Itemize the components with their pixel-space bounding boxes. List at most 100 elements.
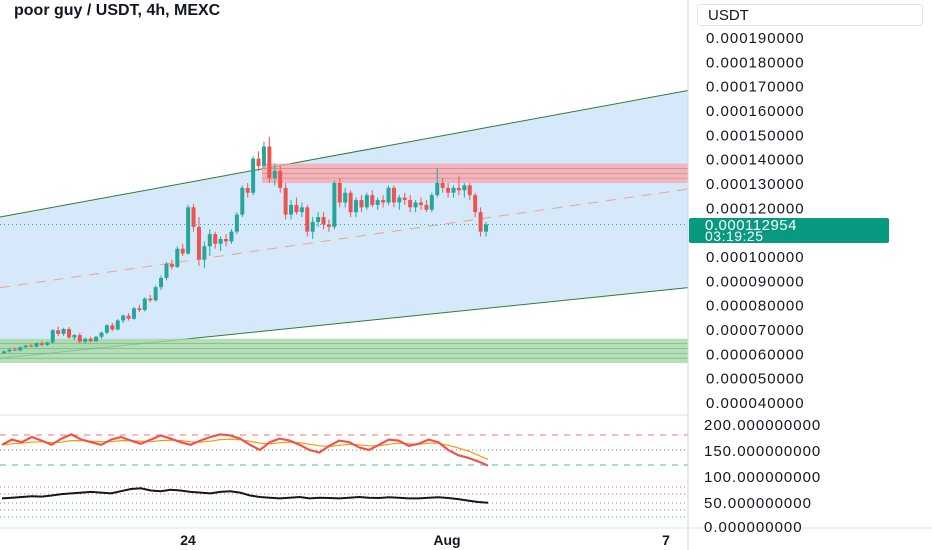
candle-body (99, 332, 104, 337)
candle-body (391, 187, 396, 203)
candle-body (348, 192, 353, 213)
candle-body (72, 335, 77, 338)
candle-body (196, 226, 201, 260)
price-tick-label: 0.000130000 (706, 176, 805, 193)
price-tick-label: 0.000180000 (706, 54, 805, 71)
candle-body (305, 207, 310, 232)
candle-body (56, 330, 61, 334)
price-tick-label: 0.000140000 (706, 152, 805, 169)
candle-body (354, 200, 359, 213)
indicator-tick-label: 100.000000000 (704, 469, 821, 486)
channel-upper-line (0, 90, 689, 218)
candle-body (402, 197, 407, 201)
time-tick-label: 7 (662, 532, 670, 548)
candlestick-series (0, 136, 688, 355)
candle-body (29, 345, 34, 347)
candle-body (39, 343, 44, 345)
candle-body (2, 351, 6, 354)
candle-body (440, 183, 445, 188)
candle-body (299, 207, 304, 213)
price-tick-label: 0.000090000 (706, 273, 805, 290)
candle-body (386, 187, 391, 203)
candle-body (186, 207, 191, 254)
candle-body (332, 183, 337, 227)
lower-indicator-line (1, 487, 489, 504)
chart-title: poor guy / USDT, 4h, MEXC (14, 2, 221, 19)
channel-midline (0, 188, 689, 289)
candle-body (467, 185, 472, 196)
candle-body (169, 263, 174, 267)
indicator-panes (0, 433, 688, 518)
candle-body (175, 248, 180, 267)
candle-body (142, 298, 147, 311)
candle-body (381, 200, 386, 203)
candle-body (256, 158, 261, 166)
candle-body (229, 231, 234, 242)
candle-body (343, 192, 348, 203)
bar-countdown: 03:19:25 (705, 228, 764, 244)
candle-body (413, 202, 418, 208)
candle-body (446, 187, 451, 193)
candle-body (104, 325, 109, 333)
candle-body (462, 185, 467, 191)
candle-body (310, 221, 315, 232)
indicator-tick-label: 50.000000000 (704, 495, 812, 512)
candle-body (424, 204, 429, 210)
candle-body (50, 330, 55, 343)
price-tick-label: 0.000170000 (706, 79, 805, 96)
candle-body (18, 347, 23, 351)
candle-body (375, 200, 380, 205)
indicator-tick-label: 0.000000000 (704, 519, 803, 536)
price-tick-label: 0.000050000 (706, 371, 805, 388)
candle-body (94, 336, 99, 342)
candle-body (34, 343, 39, 347)
candle-body (272, 170, 277, 179)
candle-body (397, 197, 402, 203)
candle-body (435, 183, 440, 196)
candle-body (456, 187, 461, 191)
rsi-line (1, 433, 489, 467)
candle-body (278, 170, 283, 188)
candle-body (88, 338, 93, 342)
indicator-tick-label: 200.000000000 (704, 417, 821, 434)
candle-body (213, 234, 218, 244)
candle-body (207, 234, 212, 247)
candle-body (240, 187, 245, 215)
candle-body (164, 263, 169, 278)
price-tick-label: 0.000120000 (706, 200, 805, 217)
candle-body (180, 248, 185, 254)
candle-body (137, 308, 142, 311)
candle-body (451, 187, 456, 193)
last-price-tag: 0.000112954 03:19:25 (689, 218, 889, 243)
support-zone (0, 338, 688, 364)
candle-body (202, 246, 207, 260)
candle-body (478, 212, 483, 232)
candle-body (473, 195, 478, 213)
candle-body (115, 320, 120, 330)
candle-body (153, 287, 158, 301)
candle-body (267, 146, 272, 179)
candle-body (234, 214, 239, 232)
candle-body (337, 183, 342, 203)
candle-body (283, 187, 288, 215)
candle-body (359, 200, 364, 208)
price-tick-label: 0.000040000 (706, 395, 805, 412)
price-tick-label: 0.000070000 (706, 322, 805, 339)
candle-body (294, 204, 299, 213)
price-zones (0, 163, 688, 364)
candle-body (419, 202, 424, 205)
price-tick-label: 0.000060000 (706, 346, 805, 363)
candle-body (408, 200, 413, 208)
indicator-tick-label: 150.000000000 (704, 443, 821, 460)
candle-body (364, 195, 369, 208)
candle-body (66, 329, 71, 338)
candle-body (77, 335, 82, 342)
time-tick-label: 24 (180, 532, 196, 548)
candle-body (131, 308, 136, 319)
currency-label[interactable]: USDT (697, 4, 923, 26)
candle-body (321, 217, 326, 225)
candle-body (23, 345, 28, 348)
candle-body (316, 217, 321, 222)
candle-body (110, 325, 115, 330)
